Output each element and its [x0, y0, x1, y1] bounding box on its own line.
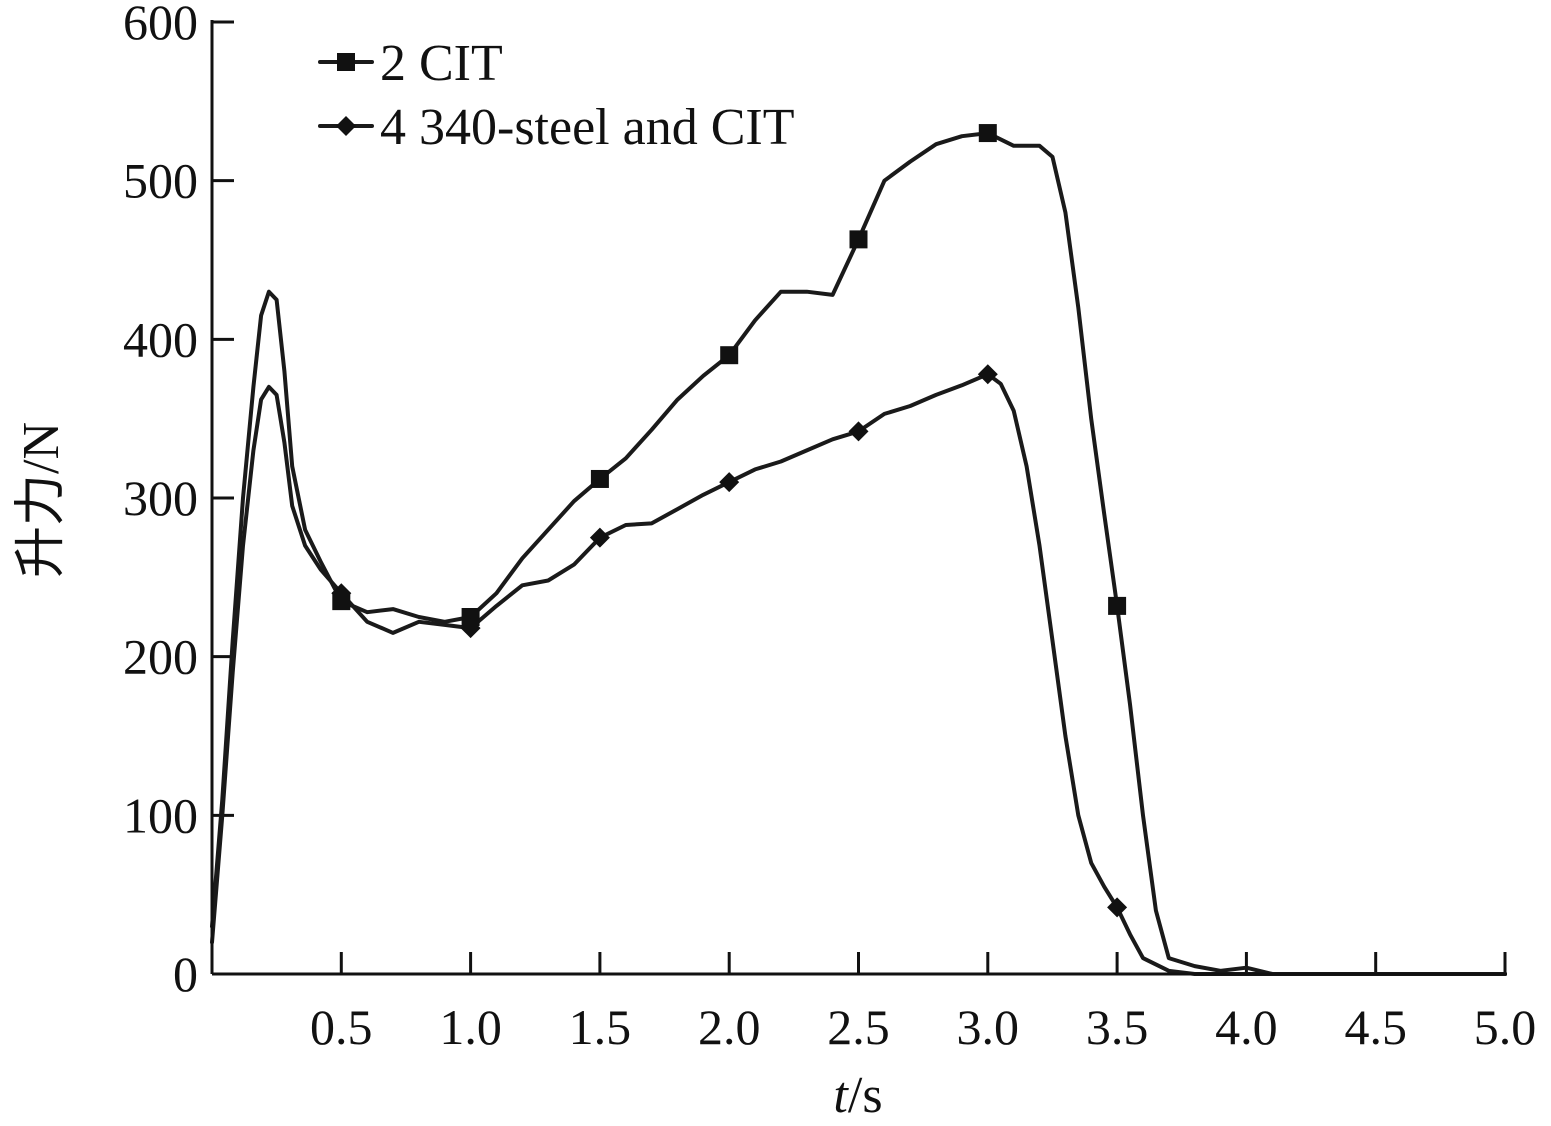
- y-tick-label-4: 400: [123, 311, 198, 367]
- x-axis-label: t/s: [833, 1067, 882, 1124]
- x-tick-label-0: 0.5: [310, 999, 373, 1055]
- legend: 2 CIT 4 340-steel and CIT: [318, 35, 794, 156]
- legend-label-steel-cit: 4 340-steel and CIT: [380, 99, 794, 156]
- x-tick-label-9: 5.0: [1474, 999, 1537, 1055]
- series-layer: [210, 131, 1507, 976]
- x-tick-label-1: 1.0: [439, 999, 502, 1055]
- x-axis-label-unit: /s: [848, 1067, 883, 1124]
- y-axis-label: 升力/N: [13, 422, 70, 578]
- marker-layer: [331, 124, 1128, 918]
- series-1-marker-3: [719, 472, 740, 493]
- y-tick-label-0: 0: [173, 946, 198, 1002]
- x-tick-label-3: 2.0: [698, 999, 761, 1055]
- x-tick-label-5: 3.0: [957, 999, 1020, 1055]
- legend-label-2cit: 2 CIT: [380, 35, 503, 92]
- y-tick-label-5: 500: [123, 153, 198, 209]
- x-tick-label-4: 2.5: [827, 999, 890, 1055]
- y-tick-label-1: 100: [123, 787, 198, 843]
- x-axis-label-var: t: [833, 1067, 849, 1124]
- series-1-marker-0: [331, 583, 352, 604]
- series-1-marker-1: [460, 618, 481, 639]
- x-tick-labels: 0.5 1.0 1.5 2.0 2.5 3.0 3.5 4.0 4.5 5.0: [310, 999, 1536, 1055]
- legend-marker-square: [337, 53, 355, 71]
- y-tick-label-2: 200: [123, 629, 198, 685]
- series-1-marker-6: [1107, 897, 1128, 918]
- legend-marker-diamond: [336, 116, 356, 136]
- series-0-marker-2: [590, 469, 609, 488]
- y-tick-label-3: 300: [123, 470, 198, 526]
- axis-ticks: [212, 20, 1507, 976]
- series-1-marker-5: [977, 364, 998, 385]
- series-0-marker-1: [461, 608, 480, 626]
- series-0-marker-5: [978, 124, 997, 143]
- y-tick-label-6: 600: [123, 0, 198, 50]
- x-tick-label-2: 1.5: [569, 999, 632, 1055]
- series-line-1: [210, 372, 1507, 976]
- y-tick-labels: 0 100 200 300 400 500 600: [123, 0, 198, 1002]
- x-tick-label-6: 3.5: [1086, 999, 1149, 1055]
- series-line-0: [210, 131, 1507, 976]
- x-tick-label-8: 4.5: [1344, 999, 1407, 1055]
- series-1-marker-4: [848, 421, 869, 442]
- series-0-marker-4: [849, 230, 868, 249]
- series-0-marker-3: [720, 346, 739, 365]
- series-0-marker-6: [1108, 596, 1127, 615]
- series-1-marker-2: [589, 527, 610, 548]
- x-tick-label-7: 4.0: [1215, 999, 1278, 1055]
